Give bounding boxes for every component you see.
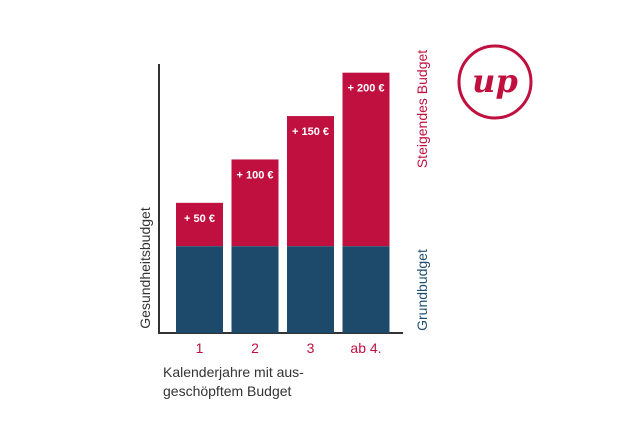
- bar-grundbudget: [176, 246, 223, 333]
- data-label: + 150 €: [292, 126, 329, 138]
- up-logo-text: up: [472, 62, 518, 100]
- bar-steigendes-budget: [231, 159, 279, 247]
- bar-grundbudget: [231, 246, 279, 333]
- data-label: + 100 €: [236, 169, 273, 181]
- bar-grundbudget: [342, 246, 390, 333]
- x-tick-label: 1: [196, 340, 204, 356]
- bar-steigendes-budget: [342, 72, 390, 247]
- up-logo: up: [456, 43, 534, 121]
- x-axis-label-line: geschöpftem Budget: [163, 383, 292, 399]
- legend-grundbudget: Grundbudget: [414, 249, 430, 331]
- x-axis-label: Kalenderjahre mit aus-geschöpftem Budget: [163, 363, 363, 401]
- bar-steigendes-budget: [287, 116, 334, 247]
- y-axis-label: Gesundheitsbudget: [137, 207, 153, 329]
- x-tick-label: 2: [251, 340, 259, 356]
- bar-grundbudget: [287, 246, 334, 333]
- data-label: + 200 €: [347, 83, 384, 95]
- data-label: + 50 €: [184, 213, 215, 225]
- x-tick-label: 3: [307, 340, 315, 356]
- legend-steigendes-budget: Steigendes Budget: [414, 49, 430, 169]
- bar-steigendes-budget: [176, 202, 223, 247]
- x-axis-label-line: Kalenderjahre mit aus-: [163, 364, 304, 380]
- x-tick-label: ab 4.: [350, 340, 381, 356]
